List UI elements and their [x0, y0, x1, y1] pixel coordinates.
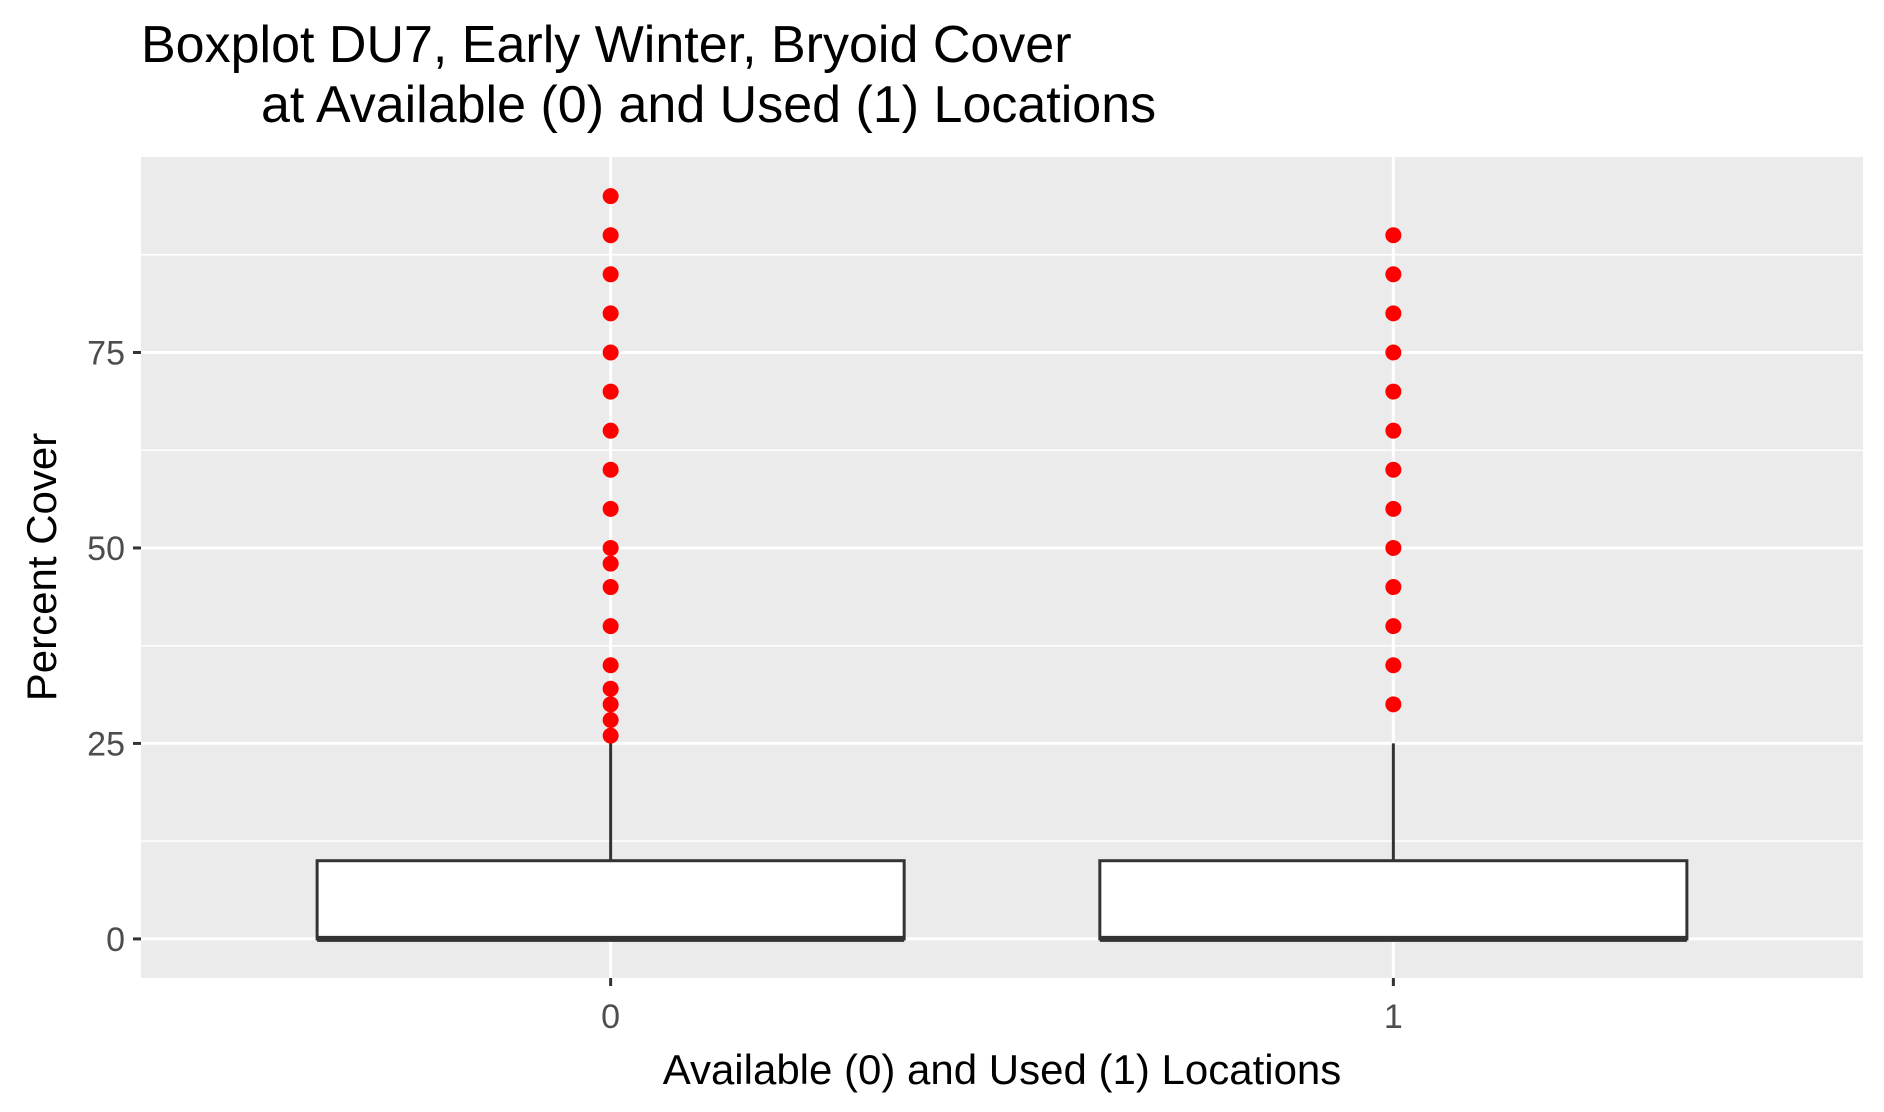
box-iqr	[315, 859, 906, 941]
y-tick-label: 50	[87, 530, 125, 568]
y-axis-title: Percent Cover	[18, 433, 65, 701]
outlier-point	[602, 696, 619, 713]
outlier-point	[1385, 344, 1402, 361]
outlier-point	[1385, 266, 1402, 283]
outlier-point	[602, 618, 619, 635]
outlier-point	[1385, 696, 1402, 713]
outlier-point	[1385, 500, 1402, 517]
box-iqr	[1098, 859, 1689, 941]
outlier-point	[602, 344, 619, 361]
outlier-point	[602, 422, 619, 439]
outlier-point	[1385, 305, 1402, 322]
outlier-point	[1385, 383, 1402, 400]
outlier-point	[602, 680, 619, 697]
outlier-point	[602, 227, 619, 244]
outlier-point	[1385, 657, 1402, 674]
outlier-point	[602, 711, 619, 728]
outlier-point	[602, 305, 619, 322]
boxes	[315, 743, 1689, 942]
outlier-point	[602, 579, 619, 596]
outlier-point	[602, 266, 619, 283]
outlier-point	[1385, 227, 1402, 244]
outlier-point	[602, 727, 619, 744]
outlier-point	[602, 500, 619, 517]
outlier-point	[602, 188, 619, 205]
chart-title-line-2: at Available (0) and Used (1) Locations	[261, 76, 1156, 134]
outlier-point	[1385, 618, 1402, 635]
outlier-point	[1385, 579, 1402, 596]
outlier-points	[602, 188, 1402, 744]
outlier-point	[1385, 539, 1402, 556]
outlier-point	[602, 657, 619, 674]
outlier-point	[1385, 422, 1402, 439]
y-tick-label: 0	[106, 921, 125, 959]
x-tick-label: 0	[601, 998, 620, 1036]
x-axis-title: Available (0) and Used (1) Locations	[663, 1046, 1342, 1093]
y-tick-label: 25	[87, 725, 125, 763]
y-axis: 0 25 50 75	[87, 334, 141, 959]
x-tick-label: 1	[1384, 998, 1403, 1036]
outlier-point	[602, 383, 619, 400]
chart-title-line-1: Boxplot DU7, Early Winter, Bryoid Cover	[141, 16, 1072, 74]
outlier-point	[602, 539, 619, 556]
outlier-point	[1385, 461, 1402, 478]
plot-panel	[141, 157, 1863, 978]
y-tick-label: 75	[87, 334, 125, 372]
outlier-point	[602, 555, 619, 572]
outlier-point	[602, 461, 619, 478]
